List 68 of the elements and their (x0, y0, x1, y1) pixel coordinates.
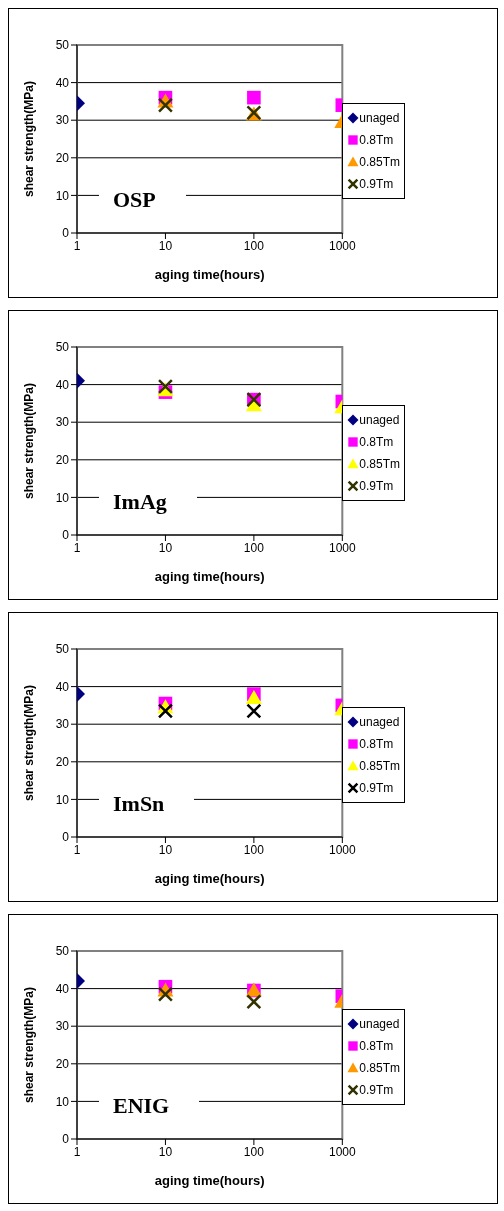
x-axis-title: aging time(hours) (154, 569, 265, 584)
y-tick-label: 40 (55, 981, 70, 996)
legend-label: unaged (359, 413, 400, 427)
legend-label: 0.8Tm (359, 435, 394, 449)
x-tick-label: 100 (243, 238, 265, 253)
x-axis-title: aging time(hours) (154, 1173, 265, 1188)
legend-label: 0.9Tm (359, 177, 394, 191)
y-tick-label: 10 (55, 1094, 70, 1109)
y-axis-title: shear strength(MPa) (22, 684, 37, 802)
legend-label: unaged (359, 715, 400, 729)
y-tick-label: 0 (62, 528, 70, 543)
y-tick-label: 40 (55, 377, 70, 392)
x-tick-label: 1 (73, 842, 81, 857)
x-tick-label: 10 (158, 842, 173, 857)
annotation: OSP (99, 187, 186, 213)
y-tick-label: 0 (62, 1132, 70, 1147)
legend-label: 0.8Tm (359, 1039, 394, 1053)
x-tick-label: 1 (73, 238, 81, 253)
y-tick-label: 30 (55, 1019, 70, 1034)
x-tick-label: 100 (243, 1144, 265, 1159)
x-tick-label: 1000 (328, 540, 356, 555)
x-tick-label: 10 (158, 1144, 173, 1159)
legend-label: 0.9Tm (359, 781, 394, 795)
y-tick-label: 20 (55, 453, 70, 468)
legend-label: 0.8Tm (359, 737, 394, 751)
y-tick-label: 40 (55, 75, 70, 90)
legend-label: 0.9Tm (359, 479, 394, 493)
y-tick-label: 0 (62, 830, 70, 845)
y-tick-label: 30 (55, 113, 70, 128)
y-tick-label: 20 (55, 755, 70, 770)
y-tick-label: 50 (55, 944, 70, 959)
y-tick-label: 10 (55, 490, 70, 505)
legend-label: 0.8Tm (359, 133, 394, 147)
y-tick-label: 50 (55, 642, 70, 657)
x-tick-label: 10 (158, 540, 173, 555)
x-tick-label: 1000 (328, 1144, 356, 1159)
annotation: ImSn (99, 791, 195, 817)
y-axis-title: shear strength(MPa) (22, 986, 37, 1104)
y-tick-label: 30 (55, 415, 70, 430)
legend-label: unaged (359, 1017, 400, 1031)
y-tick-label: 50 (55, 340, 70, 355)
legend-label: 0.85Tm (359, 155, 400, 169)
x-axis-title: aging time(hours) (154, 267, 265, 282)
y-axis-title: shear strength(MPa) (22, 382, 37, 500)
y-tick-label: 50 (55, 38, 70, 53)
y-axis-title: shear strength(MPa) (22, 80, 37, 198)
x-tick-label: 1000 (328, 842, 356, 857)
annotation: ImAg (99, 489, 197, 515)
annotation: ENIG (99, 1093, 200, 1119)
legend-label: 0.9Tm (359, 1083, 394, 1097)
y-tick-label: 40 (55, 679, 70, 694)
x-tick-label: 1000 (328, 238, 356, 253)
x-tick-label: 100 (243, 540, 265, 555)
y-tick-label: 30 (55, 717, 70, 732)
y-tick-label: 10 (55, 188, 70, 203)
x-tick-label: 10 (158, 238, 173, 253)
legend-label: unaged (359, 111, 400, 125)
y-tick-label: 20 (55, 151, 70, 166)
y-tick-label: 0 (62, 226, 70, 241)
x-axis-title: aging time(hours) (154, 871, 265, 886)
y-tick-label: 10 (55, 792, 70, 807)
legend-label: 0.85Tm (359, 759, 400, 773)
legend-label: 0.85Tm (359, 1061, 400, 1075)
y-tick-label: 20 (55, 1057, 70, 1072)
legend-label: 0.85Tm (359, 457, 400, 471)
x-tick-label: 1 (73, 540, 81, 555)
x-tick-label: 1 (73, 1144, 81, 1159)
x-tick-label: 100 (243, 842, 265, 857)
